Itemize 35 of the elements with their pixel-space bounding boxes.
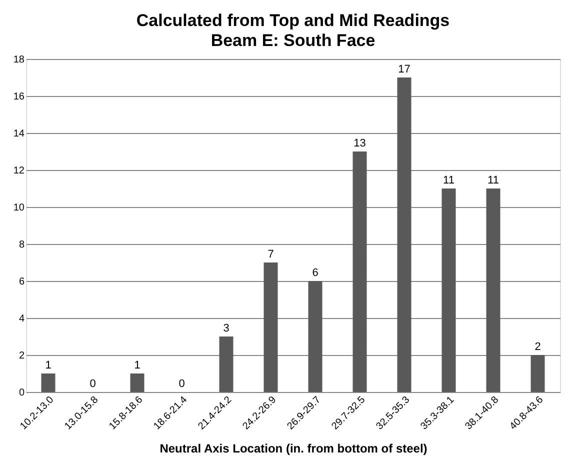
data-label: 1	[134, 360, 140, 372]
bar	[486, 188, 500, 392]
bar	[130, 374, 144, 392]
data-label: 0	[90, 378, 96, 390]
bar	[530, 355, 545, 392]
y-tick-label: 12	[13, 166, 25, 176]
y-tick-label: 16	[13, 92, 25, 102]
bar	[219, 336, 234, 392]
y-tick-label: 0	[18, 388, 25, 398]
y-tick-label: 10	[13, 202, 25, 214]
data-label: 2	[534, 341, 541, 353]
bar	[41, 374, 56, 392]
data-label: 11	[488, 174, 499, 186]
data-label: 13	[354, 138, 366, 150]
bar	[442, 188, 456, 392]
data-label: 17	[398, 64, 410, 76]
y-tick-label: 8	[18, 240, 25, 250]
chart-subtitle: Beam E: South Face	[210, 31, 376, 50]
y-tick-label: 6	[18, 276, 25, 288]
chart-title: Calculated from Top and Mid Readings	[136, 11, 450, 30]
data-label: 11	[443, 174, 454, 186]
x-axis-title: Neutral Axis Location (in. from bottom of steel)	[160, 441, 428, 456]
data-label: 7	[268, 248, 274, 260]
y-tick-label: 2	[18, 350, 25, 362]
data-label: 1	[45, 360, 52, 372]
y-tick-label: 18	[13, 54, 25, 66]
y-tick-label: 4	[18, 314, 25, 324]
bar	[264, 262, 278, 392]
bar	[397, 78, 412, 392]
data-label: 6	[312, 267, 318, 279]
bar	[352, 152, 367, 392]
bar	[308, 281, 322, 392]
data-label: 3	[223, 322, 230, 334]
y-tick-label: 14	[13, 128, 25, 140]
data-label: 0	[178, 378, 185, 390]
